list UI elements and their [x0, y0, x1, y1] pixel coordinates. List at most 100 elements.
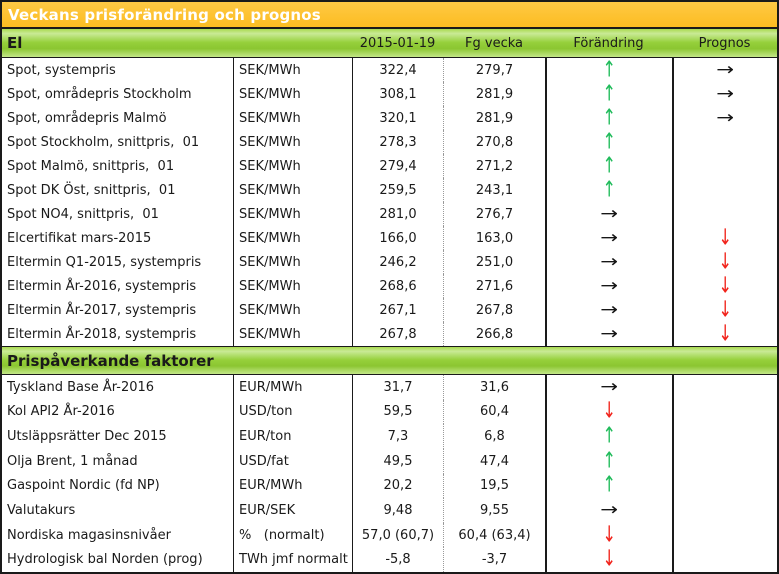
arrow-down-icon: ↓ [718, 298, 733, 322]
row-label: Nordiska magasinsnivåer [7, 527, 171, 543]
row-unit: USD/ton [233, 399, 352, 425]
value-current: 322,4 [352, 58, 443, 82]
row-label: Eltermin År-2018, systempris [7, 326, 197, 342]
forecast-cell [672, 522, 777, 548]
change-cell: ↑ [545, 82, 672, 106]
value-current: 320,1 [352, 106, 443, 130]
value-previous: 279,7 [443, 58, 545, 82]
row-label: Eltermin År-2017, systempris [7, 302, 197, 318]
change-cell: ↓ [545, 547, 672, 572]
table-row: Valutakurs EUR/SEK 9,48 9,55 → [2, 498, 777, 523]
arrow-down-icon: ↓ [602, 399, 617, 425]
row-label: Elcertifikat mars-2015 [7, 230, 152, 246]
change-cell: ↑ [545, 448, 672, 474]
value-current: 308,1 [352, 82, 443, 106]
row-unit: SEK/MWh [233, 130, 352, 154]
row-unit: SEK/MWh [233, 154, 352, 178]
forecast-cell [672, 473, 777, 499]
value-previous: 267,8 [443, 298, 545, 322]
row-unit: SEK/MWh [233, 322, 352, 346]
value-previous: 60,4 (63,4) [443, 522, 545, 548]
report-title: Veckans prisforändring och prognos [8, 5, 321, 24]
table-row: Olja Brent, 1 månad USD/fat 49,5 47,4 ↑ [2, 448, 777, 474]
row-label: Kol API2 År-2016 [7, 404, 115, 420]
table-row: Spot, systempris SEK/MWh 322,4 279,7 ↑ → [2, 58, 777, 82]
row-label: Eltermin Q1-2015, systempris [7, 254, 202, 270]
row-unit: SEK/MWh [233, 274, 352, 298]
value-current: 57,0 (60,7) [352, 522, 443, 548]
arrow-right-icon: → [600, 299, 619, 320]
forecast-cell [672, 498, 777, 523]
value-current: 267,1 [352, 298, 443, 322]
value-previous: -3,7 [443, 547, 545, 572]
row-label: Spot, områdepris Malmö [7, 110, 167, 126]
table-row: Eltermin Q1-2015, systempris SEK/MWh 246,2… [2, 250, 777, 274]
value-current: 278,3 [352, 130, 443, 154]
factor-rows: Tyskland Base År-2016 EUR/MWh 31,7 31,6 → Kol… [2, 375, 777, 572]
value-previous: 9,55 [443, 498, 545, 523]
row-label: Spot, systempris [7, 62, 116, 78]
section-title-factors: Prispåverkande faktorer [7, 351, 214, 370]
row-label: Spot DK Öst, snittpris, 01 [7, 182, 176, 198]
column-header-prev-week: Fg vecka [465, 35, 523, 51]
table-row: Kol API2 År-2016 USD/ton 59,5 60,4 ↓ [2, 399, 777, 425]
change-cell: → [545, 226, 672, 250]
row-unit: SEK/MWh [233, 82, 352, 106]
table-row: Eltermin År-2018, systempris SEK/MWh 267,8… [2, 322, 777, 346]
row-label: Utsläppsrätter Dec 2015 [7, 429, 167, 445]
column-header-date: 2015-01-19 [359, 35, 436, 51]
value-previous: 251,0 [443, 250, 545, 274]
row-label: Eltermin År-2016, systempris [7, 278, 197, 294]
forecast-cell [672, 178, 777, 202]
row-unit: SEK/MWh [233, 178, 352, 202]
row-unit: EUR/ton [233, 424, 352, 449]
column-header-change: Förändring [573, 35, 644, 51]
value-previous: 47,4 [443, 448, 545, 474]
arrow-right-icon: → [716, 83, 735, 104]
row-unit: SEK/MWh [233, 298, 352, 322]
value-current: 59,5 [352, 399, 443, 425]
change-cell: ↑ [545, 473, 672, 499]
row-unit: USD/fat [233, 448, 352, 474]
forecast-cell: ↓ [672, 322, 777, 346]
value-current: 268,6 [352, 274, 443, 298]
arrow-up-icon: ↑ [602, 58, 617, 82]
forecast-cell [672, 448, 777, 474]
section-header-factors: Prispåverkande faktorer [2, 346, 777, 375]
arrow-down-icon: ↓ [602, 522, 617, 548]
change-cell: → [545, 250, 672, 274]
value-current: 9,48 [352, 498, 443, 523]
value-current: 267,8 [352, 322, 443, 346]
change-cell: ↑ [545, 178, 672, 202]
arrow-right-icon: → [600, 323, 619, 344]
forecast-cell [672, 375, 777, 400]
row-label: Spot, områdepris Stockholm [7, 86, 192, 102]
value-current: 166,0 [352, 226, 443, 250]
value-previous: 271,2 [443, 154, 545, 178]
forecast-cell [672, 547, 777, 572]
arrow-right-icon: → [600, 227, 619, 248]
row-unit: SEK/MWh [233, 250, 352, 274]
forecast-cell [672, 424, 777, 449]
report-title-bar: Veckans prisforändring och prognos [2, 2, 777, 29]
value-previous: 271,6 [443, 274, 545, 298]
table-row: Spot, områdepris Malmö SEK/MWh 320,1 281,9 ↑… [2, 106, 777, 130]
change-cell: ↑ [545, 106, 672, 130]
table-row: Spot, områdepris Stockholm SEK/MWh 308,1 28… [2, 82, 777, 106]
value-current: 246,2 [352, 250, 443, 274]
value-previous: 19,5 [443, 473, 545, 499]
row-unit: SEK/MWh [233, 106, 352, 130]
row-label: Hydrologisk bal Norden (prog) [7, 552, 203, 568]
table-row: Elcertifikat mars-2015 SEK/MWh 166,0 163,0 →… [2, 226, 777, 250]
row-unit: SEK/MWh [233, 226, 352, 250]
row-unit: TWh jmf normalt [233, 547, 352, 572]
forecast-cell: → [672, 106, 777, 130]
value-previous: 60,4 [443, 399, 545, 425]
table-row: Spot NO4, snittpris, 01 SEK/MWh 281,0 276,7… [2, 202, 777, 226]
row-unit: SEK/MWh [233, 202, 352, 226]
table-row: Utsläppsrätter Dec 2015 EUR/ton 7,3 6,8 ↑ [2, 424, 777, 449]
row-unit: % (normalt) [233, 522, 352, 548]
arrow-down-icon: ↓ [602, 547, 617, 572]
arrow-up-icon: ↑ [602, 448, 617, 474]
table-row: Gaspoint Nordic (fd NP) EUR/MWh 20,2 19,5 ↑ [2, 473, 777, 499]
